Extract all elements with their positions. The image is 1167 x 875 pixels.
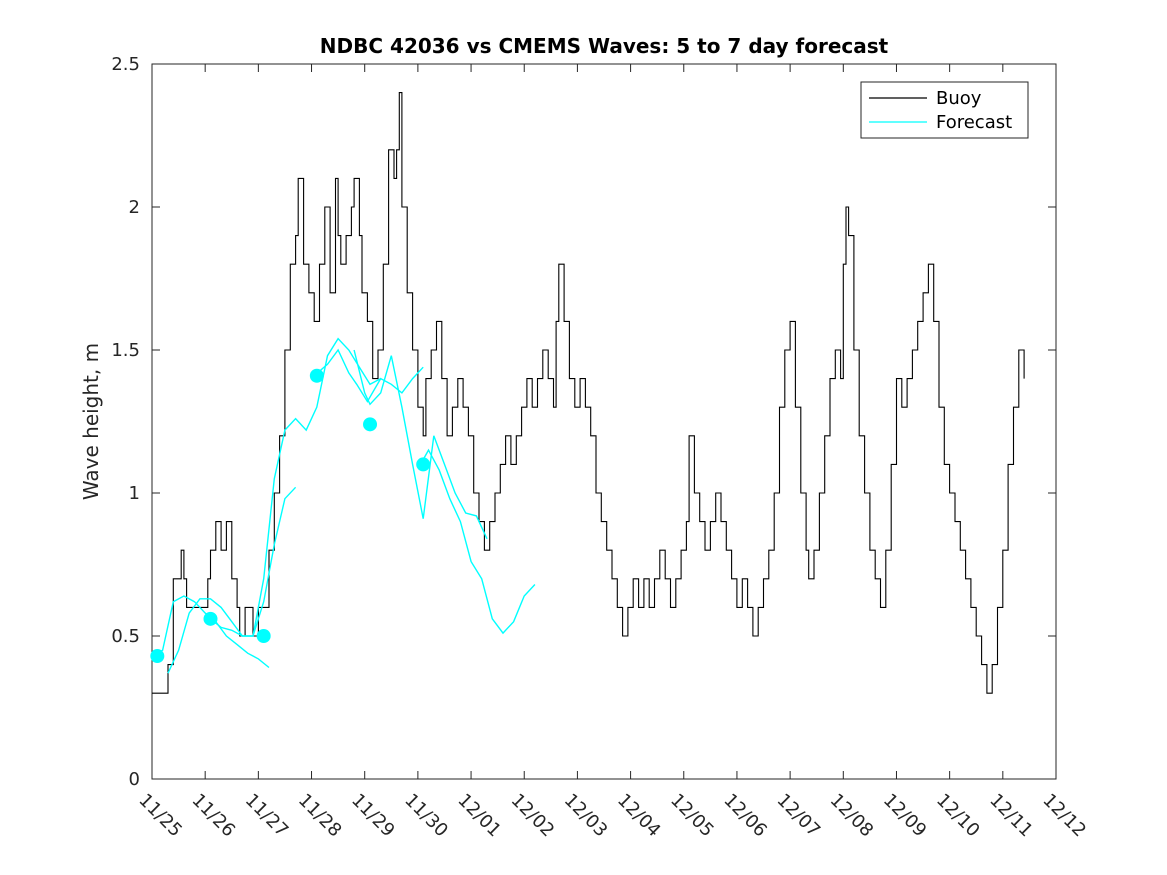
chart-title: NDBC 42036 vs CMEMS Waves: 5 to 7 day fo…	[320, 34, 889, 58]
forecast-series-line	[313, 348, 424, 403]
y-axis-title: Wave height, m	[79, 343, 103, 500]
forecast-start-marker	[309, 368, 324, 383]
forecast-series-line	[419, 448, 536, 635]
legend-box	[860, 81, 1029, 139]
y-axis: 0 0.5 1 1.5 2 2.5	[111, 54, 1056, 790]
y-tick-label: 2.5	[111, 54, 140, 75]
forecast-start-marker	[416, 457, 431, 472]
legend-label-forecast: Forecast	[936, 112, 1012, 133]
forecast-series-line	[167, 486, 297, 674]
y-tick-label: 0	[129, 769, 140, 790]
forecast-start-marker	[363, 417, 378, 432]
y-tick-label: 1	[129, 483, 140, 504]
legend: Buoy Forecast	[860, 81, 1029, 139]
forecast-series-line	[210, 337, 382, 637]
y-tick-label: 0.5	[111, 626, 140, 647]
forecast-series-line	[353, 349, 488, 540]
legend-label-buoy: Buoy	[936, 88, 982, 109]
forecast-start-marker	[150, 649, 165, 664]
y-tick-label: 2	[129, 197, 140, 218]
forecast-start-marker	[256, 629, 271, 643]
buoy-series-line	[152, 92, 1025, 694]
plot-area	[151, 63, 1057, 780]
series-layer	[150, 92, 1025, 694]
forecast-start-marker	[203, 611, 218, 626]
y-tick-label: 1.5	[111, 340, 140, 361]
